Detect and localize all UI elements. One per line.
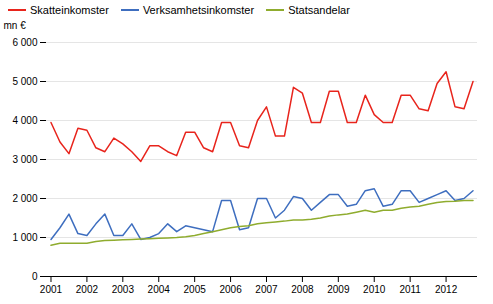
svg-text:2004: 2004 bbox=[148, 284, 171, 295]
html-text:Skatteinkomster: Skatteinkomster bbox=[30, 4, 109, 16]
svg-text:2007: 2007 bbox=[255, 284, 278, 295]
svg-text:1 000: 1 000 bbox=[12, 232, 37, 243]
svg-text:2 000: 2 000 bbox=[12, 193, 37, 204]
svg-text:4 000: 4 000 bbox=[12, 115, 37, 126]
svg-text:3 000: 3 000 bbox=[12, 154, 37, 165]
svg-text:2010: 2010 bbox=[363, 284, 386, 295]
svg-text:5 000: 5 000 bbox=[12, 76, 37, 87]
svg-text:2008: 2008 bbox=[291, 284, 314, 295]
svg-text:2012: 2012 bbox=[435, 284, 458, 295]
html-text:Statsandelar: Statsandelar bbox=[288, 4, 350, 16]
svg-text:0: 0 bbox=[32, 271, 38, 282]
svg-text:6 000: 6 000 bbox=[12, 37, 37, 48]
svg-text:2001: 2001 bbox=[40, 284, 63, 295]
svg-text:2005: 2005 bbox=[184, 284, 207, 295]
svg-text:2002: 2002 bbox=[76, 284, 99, 295]
svg-text:2006: 2006 bbox=[219, 284, 242, 295]
svg-text:mn €: mn € bbox=[4, 20, 27, 31]
html-text:Verksamhetsinkomster: Verksamhetsinkomster bbox=[142, 4, 255, 16]
svg-text:2003: 2003 bbox=[112, 284, 135, 295]
svg-text:2011: 2011 bbox=[399, 284, 421, 295]
svg-text:2009: 2009 bbox=[327, 284, 350, 295]
